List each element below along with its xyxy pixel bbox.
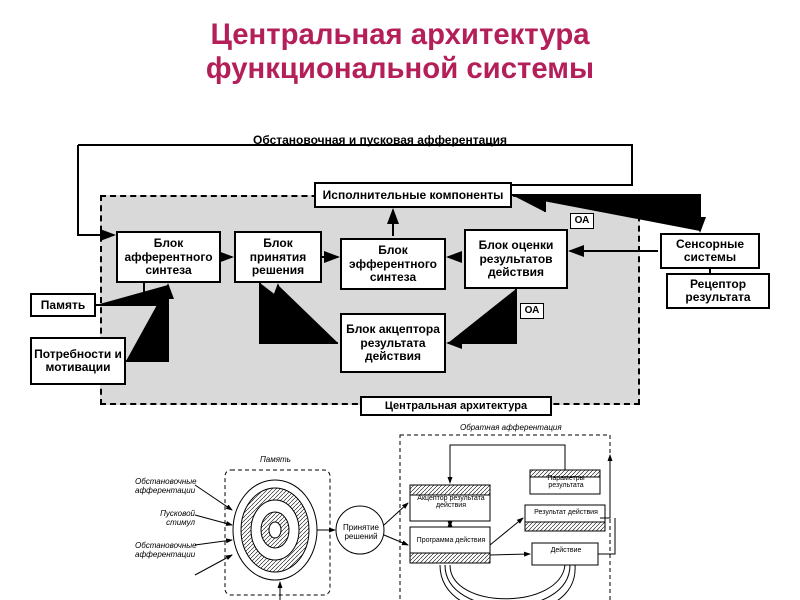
lf-decision: Принятие решений [340,523,382,541]
page-title: Центральная архитектура функциональной с… [0,0,800,85]
node-exec: Исполнительные компоненты [314,182,512,208]
node-acceptor: Блок акцептора результата действия [340,313,446,373]
node-afferent: Блок афферентного синтеза [116,231,221,283]
title-line1: Центральная архитектура [0,18,800,52]
diagram-container: Обстановочная и пусковая афферентация [0,85,800,600]
node-receptor: Рецептор результата [666,273,770,309]
lower-figure [0,415,800,600]
oa-box-2: ОА [520,303,544,319]
lf-program: Программа действия [414,537,488,544]
oa-box-1: ОА [570,213,594,229]
node-memory: Память [30,293,96,317]
node-needs: Потребности и мотивации [30,337,126,385]
lf-memory: Память [260,455,291,464]
node-efferent: Блок эфферентного синтеза [340,238,446,290]
lf-env2: Обстановочные афферентации [135,541,195,559]
node-eval: Блок оценки результатов действия [464,229,568,289]
central-arch-label: Центральная архитектура [360,396,552,416]
lf-env1: Обстановочные афферентации [135,477,195,495]
lf-params: Параметры результата [533,475,599,489]
node-sensory: Сенсорные системы [660,233,760,269]
lf-feedback: Обратная афферентация [460,423,562,432]
title-line2: функциональной системы [0,52,800,86]
node-decision: Блок принятия решения [234,231,322,283]
lf-action: Действие [536,547,596,554]
lf-result: Результат действия [528,509,604,516]
lf-trigger: Пусковой стимул [135,509,195,527]
lf-acceptor: Акцептор результата действия [414,495,488,509]
